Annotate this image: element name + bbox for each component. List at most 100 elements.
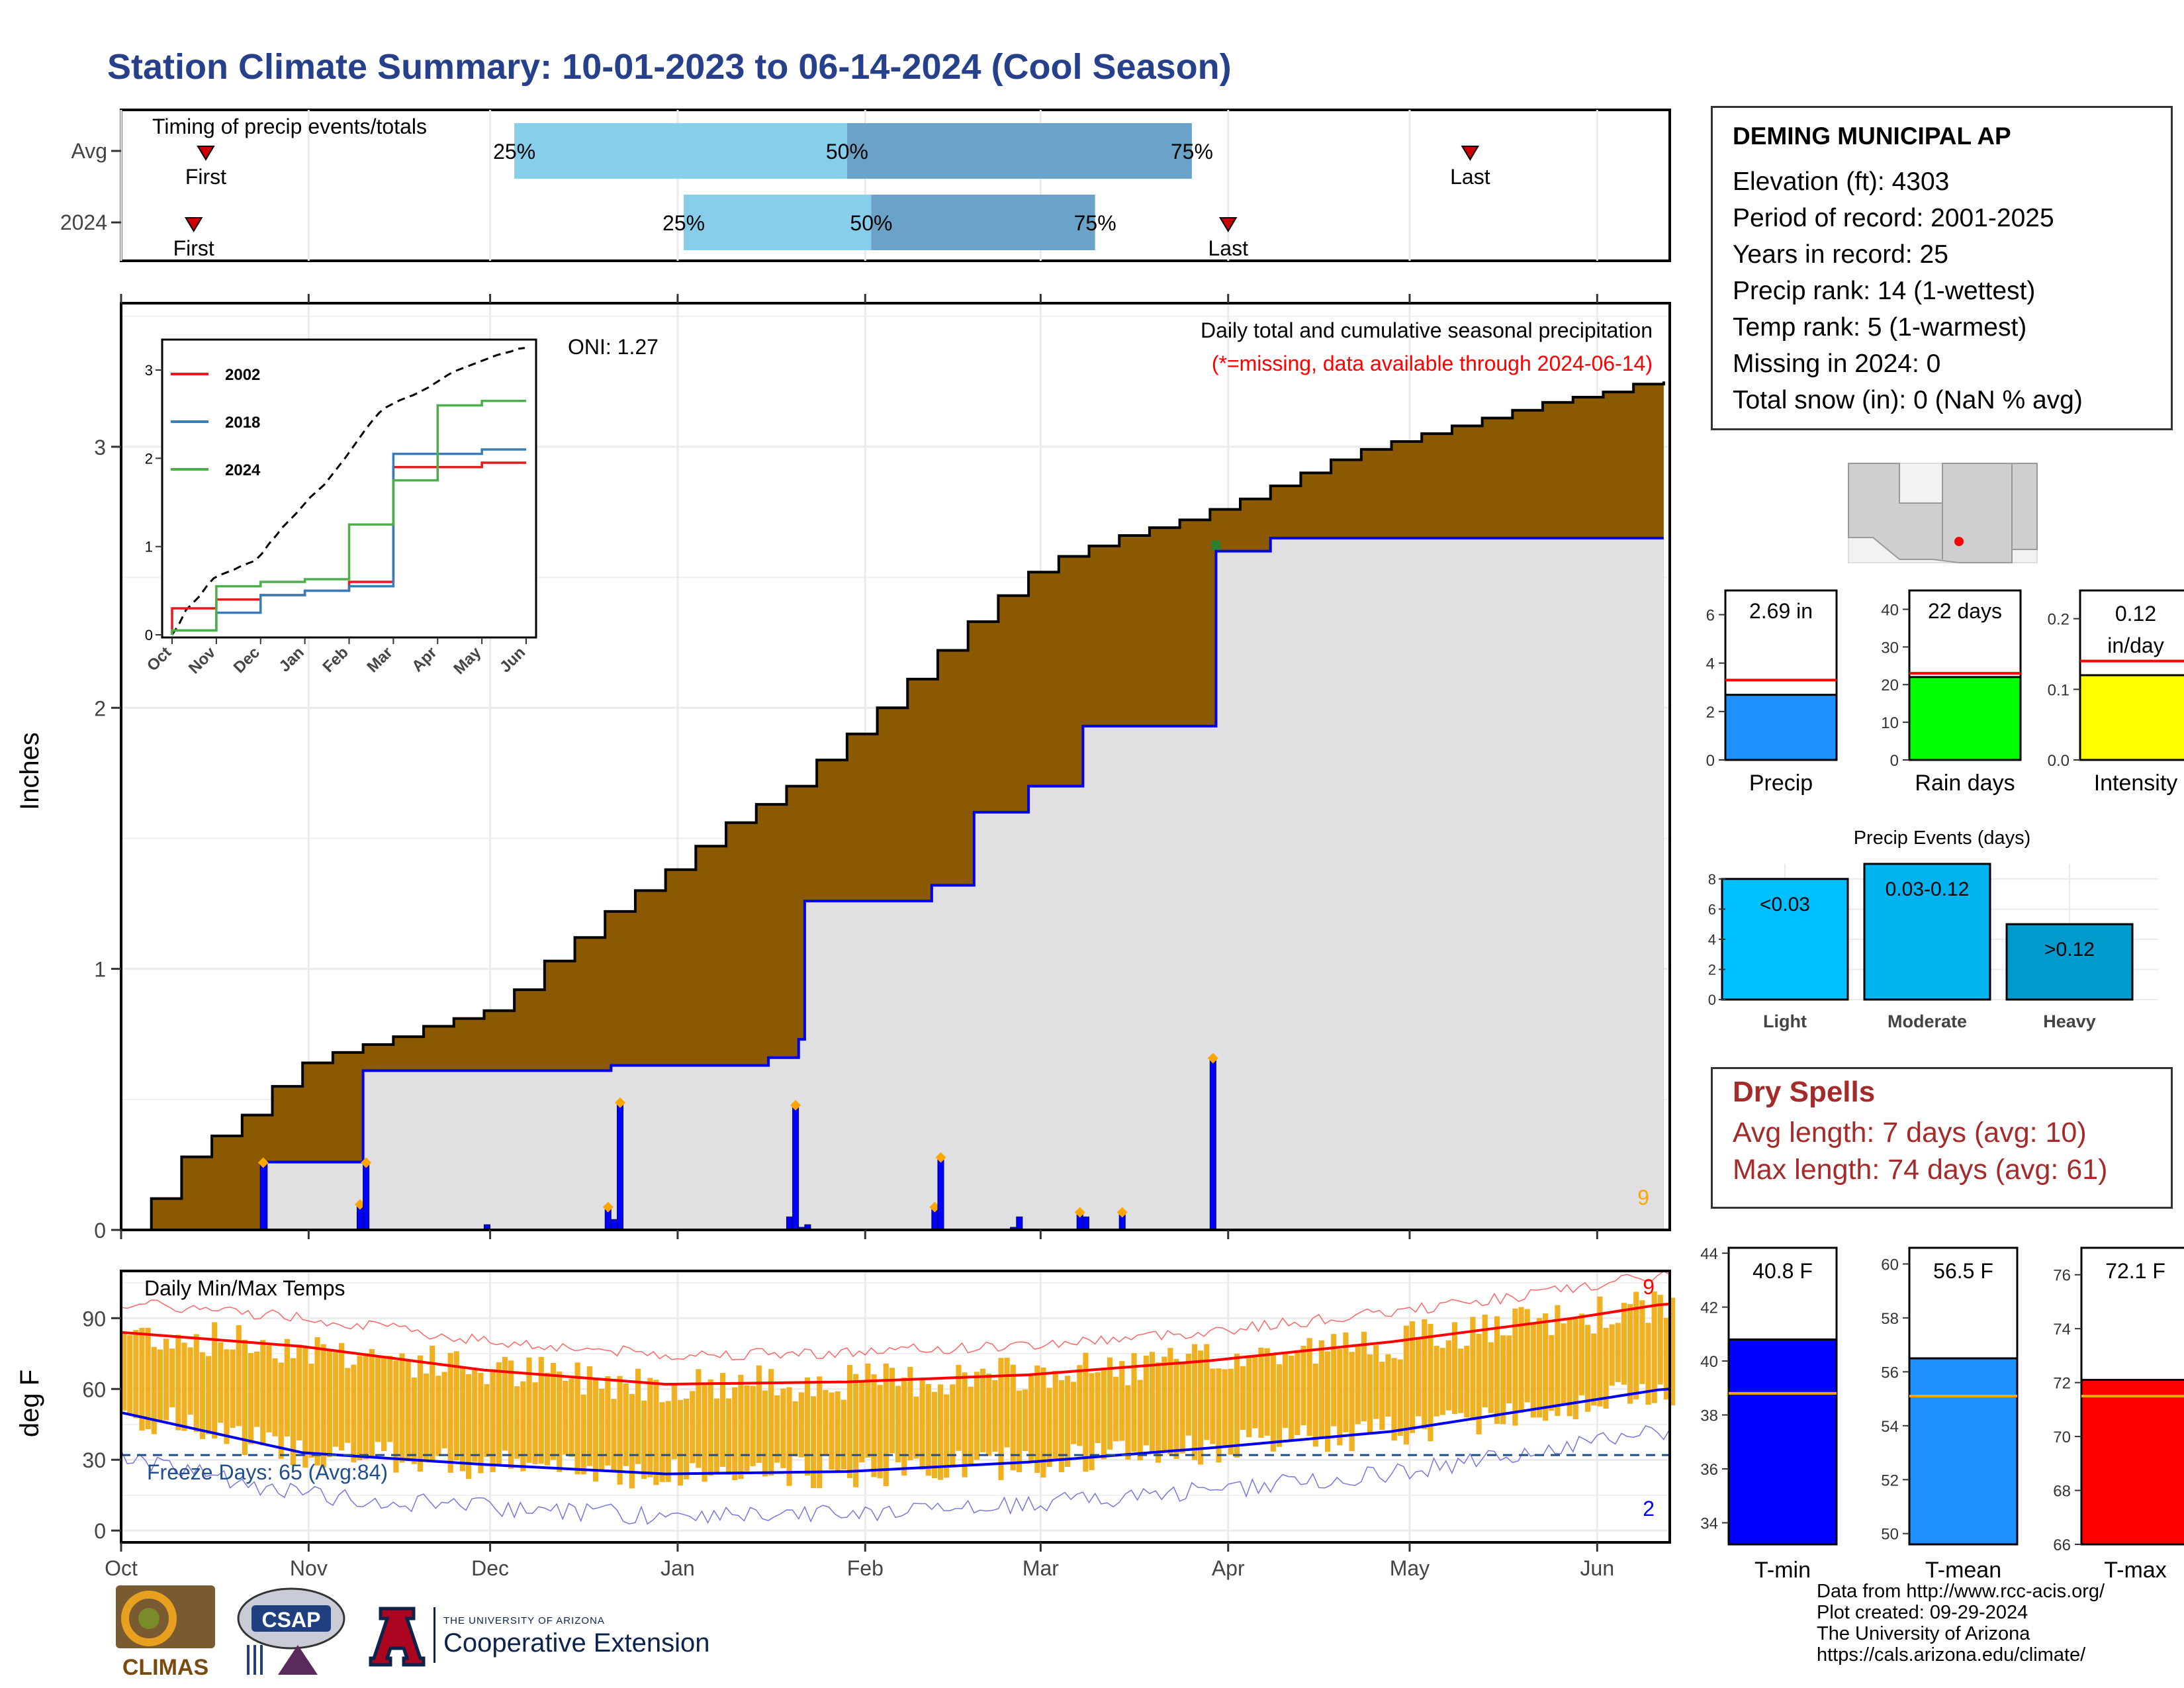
y-tick-label: 0: [94, 1519, 106, 1543]
daily-temp-bar: [823, 1389, 829, 1456]
temp-bar-value-label: 72.1 F: [2105, 1259, 2165, 1283]
daily-temp-bar: [1156, 1362, 1161, 1463]
daily-temp-bar: [762, 1390, 768, 1477]
daily-precip-bar: [792, 1107, 799, 1231]
daily-temp-bar: [1107, 1357, 1113, 1450]
small-bar-value-unit: in/day: [2107, 633, 2163, 657]
temp-bar-tick-label: 36: [1700, 1461, 1718, 1479]
daily-temp-bar: [1470, 1317, 1476, 1421]
small-bar-value: [1908, 676, 2022, 761]
daily-temp-bar: [1040, 1367, 1046, 1478]
daily-temp-bar: [592, 1380, 599, 1482]
page-title: Station Climate Summary: 10-01-2023 to 0…: [107, 47, 1232, 87]
daily-precip-bar: [363, 1164, 370, 1231]
daily-temp-bar: [1379, 1362, 1385, 1430]
daily-temp-bar: [865, 1363, 871, 1458]
daily-temp-bar: [937, 1384, 944, 1480]
daily-temp-bar: [1482, 1314, 1488, 1408]
station-info-line: Years in record: 25: [1733, 240, 1948, 269]
daily-temp-bar: [1536, 1318, 1543, 1418]
y-tick-label: 1: [94, 958, 106, 982]
daily-temp-bar: [617, 1376, 623, 1485]
daily-temp-bar: [986, 1374, 992, 1456]
daily-temp-bar: [1585, 1325, 1591, 1412]
daily-temp-bar: [472, 1370, 478, 1462]
temp-bar-tick-label: 66: [2053, 1536, 2071, 1554]
avg-min-line: [120, 1387, 1670, 1476]
timing-marker: [184, 217, 203, 232]
daily-temp-bar: [224, 1349, 230, 1444]
daily-precip-marker: [354, 1199, 365, 1210]
daily-temp-bar: [1609, 1324, 1615, 1386]
daily-temp-bar: [290, 1358, 296, 1466]
daily-temp-bar: [1228, 1368, 1234, 1455]
small-bar-tick-label: 2: [1706, 704, 1715, 722]
small-bar-value: [1724, 694, 1838, 761]
small-bar-value: [2079, 674, 2184, 761]
temp-bar-tick-label: 56: [1881, 1364, 1899, 1382]
small-bar-tick-label: 0: [1890, 752, 1899, 770]
daily-temp-bar: [260, 1340, 266, 1446]
inset-average-line: [171, 347, 525, 635]
daily-temp-bar: [998, 1358, 1004, 1480]
y-tick-label: 60: [82, 1378, 106, 1401]
record-min-line: [120, 1425, 1670, 1525]
inset-legend-label: 2002: [225, 366, 260, 384]
daily-temp-bar: [466, 1374, 472, 1479]
daily-temp-bar: [889, 1368, 895, 1454]
daily-temp-bar: [1337, 1348, 1343, 1446]
daily-temp-bar: [750, 1385, 756, 1466]
daily-precip-bar: [786, 1216, 793, 1231]
station-marker: [1954, 537, 1964, 546]
y-tick-label: 30: [82, 1448, 106, 1472]
daily-temp-bar: [320, 1344, 326, 1468]
temp-bar-tick-label: 72: [2053, 1375, 2071, 1393]
temp-bar-value: [2080, 1379, 2184, 1546]
daily-temp-bar: [1439, 1348, 1445, 1415]
daily-temp-bar: [635, 1368, 641, 1464]
daily-temp-bar: [205, 1356, 212, 1434]
daily-temp-bar: [1095, 1372, 1101, 1443]
daily-temp-bar: [1524, 1309, 1530, 1403]
daily-temp-bar: [956, 1364, 962, 1451]
freeze-days-label: Freeze Days: 65 (Avg:84): [147, 1460, 388, 1484]
daily-temp-bar: [248, 1352, 254, 1444]
daily-temp-bar: [1022, 1389, 1028, 1452]
dry-spells-avg: Avg length: 7 days (avg: 10): [1733, 1117, 2087, 1149]
timing-marker: [197, 146, 215, 161]
daily-temp-bar: [1004, 1358, 1010, 1448]
small-bar-tick-label: 0.2: [2048, 611, 2070, 629]
daily-temp-bar: [605, 1376, 611, 1466]
daily-temp-bar: [968, 1386, 974, 1466]
daily-precip-bar: [1082, 1216, 1089, 1231]
small-bar-value-label: 0.12: [2115, 602, 2156, 626]
daily-temp-bar: [1603, 1327, 1609, 1409]
daily-temp-bar: [169, 1348, 175, 1407]
daily-temp-bar: [1131, 1353, 1137, 1452]
daily-temp-bar: [544, 1372, 550, 1466]
temp-bar-tick-label: 74: [2053, 1321, 2071, 1338]
daily-temp-bar: [1179, 1363, 1185, 1454]
daily-temp-bar: [1476, 1333, 1482, 1434]
daily-temp-bar: [1283, 1352, 1289, 1429]
station-info-line: Missing in 2024: 0: [1733, 350, 1941, 378]
daily-precip-marker: [929, 1201, 940, 1213]
timing-heading: Timing of precip events/totals: [152, 115, 427, 138]
temp-bar-tick-label: 70: [2053, 1429, 2071, 1446]
daily-temp-bar: [1071, 1382, 1077, 1444]
daily-temp-bar: [1555, 1305, 1561, 1417]
daily-temp-bar: [859, 1381, 865, 1463]
daily-temp-bar: [738, 1374, 744, 1479]
daily-temp-bar: [780, 1388, 786, 1468]
daily-temp-bar: [1373, 1345, 1379, 1419]
y-tick-label: 0: [94, 1219, 106, 1243]
temp-bar-tick-label: 58: [1881, 1310, 1899, 1328]
daily-temp-bar: [127, 1335, 133, 1414]
daily-temp-bar: [1331, 1334, 1337, 1427]
daily-temp-bar: [1670, 1297, 1676, 1406]
inset-y-tick-label: 1: [145, 539, 153, 555]
credit-line: https://cals.arizona.edu/climate/: [1817, 1644, 2086, 1665]
daily-temp-bar: [478, 1372, 484, 1474]
daily-precip-marker: [361, 1157, 372, 1168]
events-tick-label: 4: [1708, 931, 1716, 948]
